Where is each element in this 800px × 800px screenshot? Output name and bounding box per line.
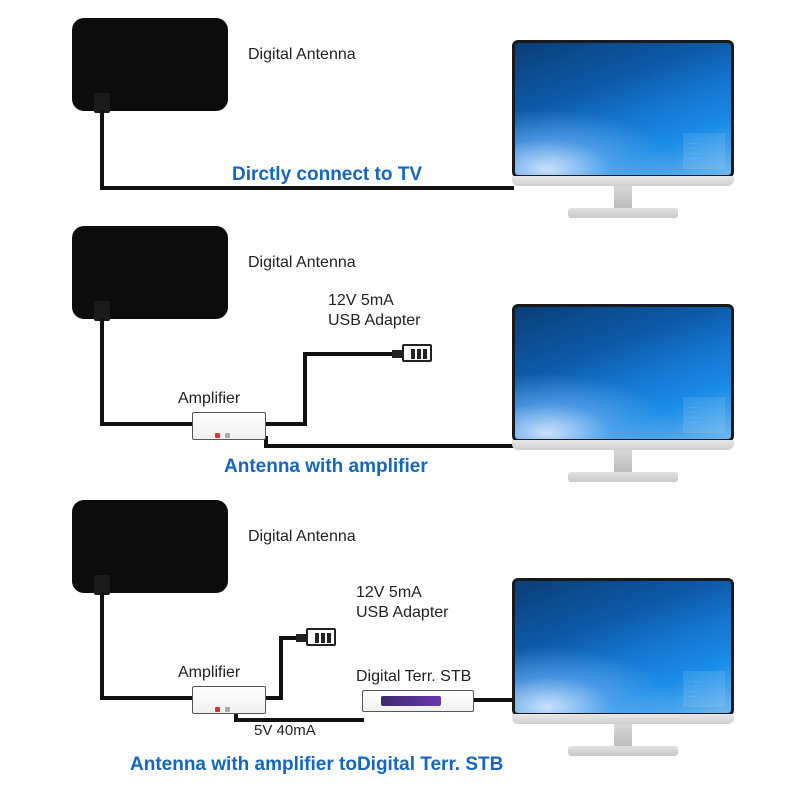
wire — [472, 698, 516, 702]
antenna-icon — [72, 500, 228, 593]
amplifier-label: Amplifier — [178, 664, 240, 682]
wire — [279, 636, 297, 640]
wire — [279, 636, 283, 700]
adapter-label-l1: 12V 5mA — [328, 292, 394, 310]
caption-direct: Dirctly connect to TV — [232, 164, 422, 186]
amplifier-label: Amplifier — [178, 390, 240, 408]
monitor-icon: · · · · · · ·· · · · · · ·· · · · · · ··… — [512, 40, 734, 218]
wire — [303, 352, 393, 356]
wire — [264, 444, 514, 448]
antenna-icon — [72, 18, 228, 111]
antenna-label: Digital Antenna — [248, 528, 356, 546]
wire — [100, 318, 104, 424]
amplifier-icon — [192, 412, 266, 440]
adapter-label-l1: 12V 5mA — [356, 584, 422, 602]
monitor-icon: · · · · · · ·· · · · · · ·· · · · · · ··… — [512, 578, 734, 756]
antenna-icon — [72, 226, 228, 319]
wire — [234, 718, 364, 722]
antenna-label: Digital Antenna — [248, 46, 356, 64]
wire — [100, 186, 514, 190]
antenna-label: Digital Antenna — [248, 254, 356, 272]
power-label: 5V 40mA — [254, 722, 316, 739]
stb-icon — [362, 690, 474, 712]
adapter-label-l2: USB Adapter — [328, 312, 421, 330]
usb-icon — [402, 344, 432, 362]
adapter-label-l2: USB Adapter — [356, 604, 449, 622]
usb-icon — [306, 628, 336, 646]
wire — [100, 110, 104, 188]
wire — [100, 592, 104, 698]
amplifier-icon — [192, 686, 266, 714]
stb-label: Digital Terr. STB — [356, 668, 471, 686]
caption-stb: Antenna with amplifier toDigital Terr. S… — [130, 754, 503, 776]
caption-amplifier: Antenna with amplifier — [224, 456, 428, 478]
wire — [100, 696, 194, 700]
monitor-icon: · · · · · · ·· · · · · · ·· · · · · · ··… — [512, 304, 734, 482]
wire — [303, 352, 307, 426]
wire — [262, 422, 306, 426]
wire — [100, 422, 194, 426]
